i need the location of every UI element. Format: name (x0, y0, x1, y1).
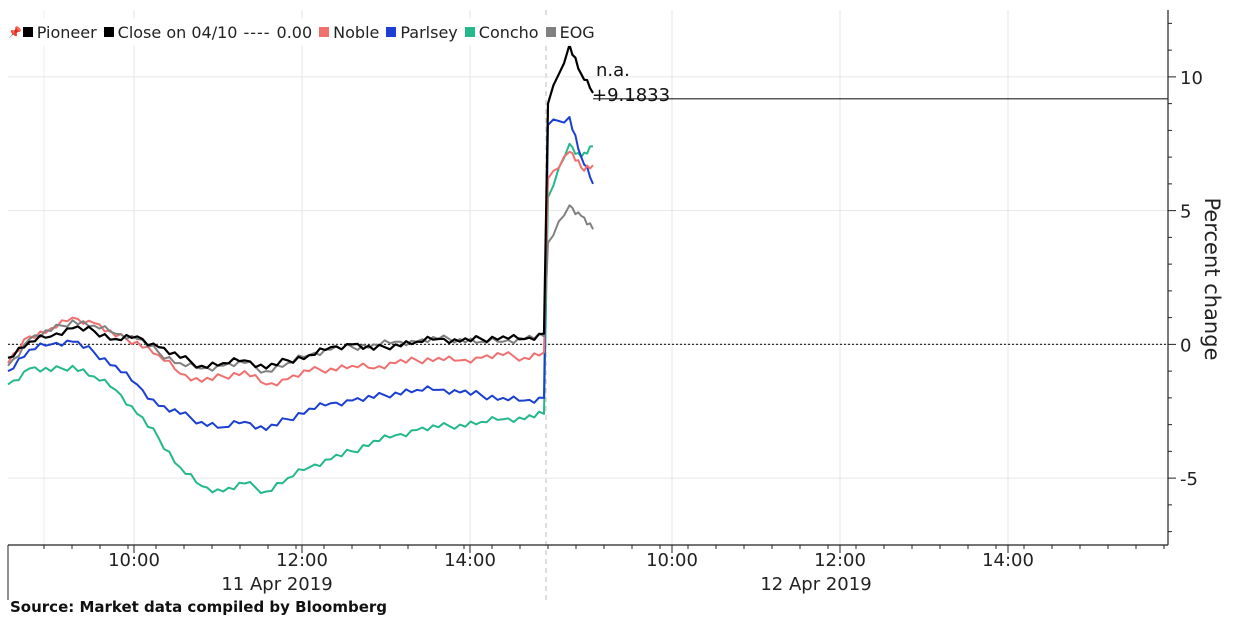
legend-swatch-concho (464, 27, 475, 37)
legend-swatch-close (103, 27, 114, 37)
series-line-concho (7, 142, 593, 495)
x-tick-label: 14:00 (444, 550, 496, 571)
legend-swatch-parsley (386, 27, 397, 37)
legend-label-close: Close on 04/10 (117, 22, 238, 42)
chart-legend: 📌 Pioneer Close on 04/10 ---- 0.00 Noble… (8, 18, 602, 46)
y-tick-label: 0 (1180, 335, 1191, 356)
y-tick-label: -5 (1180, 469, 1198, 490)
legend-label-pioneer: Pioneer (36, 22, 97, 42)
y-tick-label: 10 (1180, 68, 1203, 89)
source-note: Source: Market data compiled by Bloomber… (10, 598, 388, 616)
legend-item-close: Close on 04/10 ---- 0.00 (103, 22, 313, 42)
x-tick-label: 14:00 (982, 550, 1034, 571)
series-line-eog (7, 204, 594, 374)
tick-labels: 10 5 0 -5 10:00 12:00 14:00 10:00 12:00 14:00 11 A… (108, 68, 1203, 595)
legend-item-eog: EOG (545, 22, 595, 42)
legend-item-pioneer: Pioneer (22, 22, 97, 42)
x-tick-label: 10:00 (108, 550, 160, 571)
series-line-pioneer (7, 43, 594, 370)
y-axis-label: Percent change (1200, 197, 1224, 361)
legend-swatch-eog (545, 27, 556, 37)
y-tick-label: 5 (1180, 202, 1191, 223)
legend-swatch-noble (319, 27, 330, 37)
axes (7, 10, 1176, 600)
legend-item-parsley: Parlsey (386, 22, 458, 42)
legend-swatch-pioneer (22, 27, 33, 37)
day-label: 11 Apr 2019 (221, 574, 332, 595)
legend-item-concho: Concho (464, 22, 539, 42)
x-tick-label: 12:00 (276, 550, 328, 571)
legend-item-noble: Noble (319, 23, 379, 42)
day-label: 12 Apr 2019 (760, 574, 871, 595)
annotation-value: +9.1833 (592, 85, 671, 106)
annotation-label: n.a. (596, 60, 630, 81)
legend-close-value: 0.00 (276, 22, 313, 42)
pin-icon: 📌 (8, 25, 22, 39)
legend-label-parsley: Parlsey (400, 22, 458, 42)
series-line-noble (7, 150, 594, 387)
legend-close-dashes: ---- (243, 22, 271, 42)
series-lines (7, 43, 1168, 495)
x-tick-label: 12:00 (814, 550, 866, 571)
legend-label-eog: EOG (559, 22, 595, 42)
legend-label-concho: Concho (478, 22, 539, 42)
legend-label-noble: Noble (333, 22, 380, 42)
x-tick-label: 10:00 (646, 550, 698, 571)
series-line-parsley (7, 116, 594, 431)
